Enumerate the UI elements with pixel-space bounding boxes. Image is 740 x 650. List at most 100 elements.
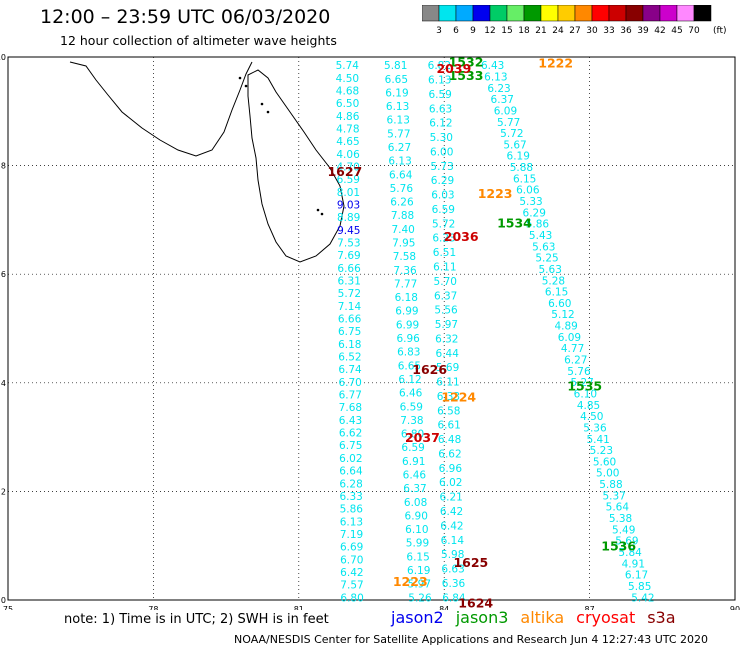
satellite-legend-item: s3a xyxy=(647,608,676,627)
wave-height-value: 6.12 xyxy=(429,118,452,130)
wave-height-value: 5.27 xyxy=(570,377,593,389)
wave-height-value: 6.33 xyxy=(437,391,460,403)
wave-height-value: 5.74 xyxy=(336,60,360,72)
wave-height-value: 6.33 xyxy=(339,491,362,503)
wave-height-value: 6.42 xyxy=(340,567,363,579)
wave-height-value: 6.19 xyxy=(407,565,430,577)
wave-height-value: 6.64 xyxy=(389,169,413,181)
wave-height-value: 6.60 xyxy=(548,298,571,310)
wave-height-value: 5.84 xyxy=(618,547,642,559)
wave-height-value: 6.66 xyxy=(337,263,361,275)
wave-height-value: 5.37 xyxy=(602,490,625,502)
wave-height-value: 4.68 xyxy=(336,85,359,97)
pass-time-label: 2039 xyxy=(436,61,471,76)
wave-height-value: 6.18 xyxy=(395,292,418,304)
wave-height-value: 6.77 xyxy=(339,390,362,402)
india-coastline xyxy=(69,61,253,157)
wave-height-value: 7.19 xyxy=(340,529,363,541)
wave-height-value: 6.15 xyxy=(406,551,429,563)
wave-height-value: 6.27 xyxy=(564,355,587,367)
pass-time-label: 1532 xyxy=(449,54,484,69)
wave-height-value: 5.64 xyxy=(606,502,630,514)
wave-height-value: 6.11 xyxy=(433,261,456,273)
pass-time-label: 1536 xyxy=(601,539,636,554)
colorbar-tick-label: 36 xyxy=(620,26,632,35)
wave-height-value: 5.36 xyxy=(583,422,607,434)
wave-height-value: 6.65 xyxy=(398,360,421,372)
pass-time-label: 1535 xyxy=(567,379,602,394)
wave-height-value: 6.32 xyxy=(435,333,458,345)
wave-height-value: 5.98 xyxy=(441,549,464,561)
wave-height-value: 5.23 xyxy=(590,445,613,457)
wave-height-value: 4.77 xyxy=(561,343,584,355)
wave-height-map: 75788184879002468105.744.504.686.504.864… xyxy=(0,53,740,610)
wave-height-value: 5.85 xyxy=(628,581,651,593)
wave-height-value: 6.43 xyxy=(481,60,504,72)
wave-height-value: 5.72 xyxy=(500,128,523,140)
wave-height-value: 6.06 xyxy=(516,185,540,197)
wave-height-value: 7.36 xyxy=(393,265,417,277)
wave-height-value: 6.48 xyxy=(438,434,461,446)
wave-height-value: 5.38 xyxy=(609,513,632,525)
satellite-legend-item: jason3 xyxy=(455,608,509,627)
wave-height-value: 5.81 xyxy=(384,60,407,72)
wave-height-value: 5.25 xyxy=(535,253,558,265)
wave-height-value: 5.72 xyxy=(432,218,455,230)
wave-height-value: 7.77 xyxy=(394,278,417,290)
wave-height-value: 7.58 xyxy=(393,251,416,263)
wave-height-value: 6.58 xyxy=(437,405,460,417)
pass-time-label: 1223 xyxy=(478,186,513,201)
lat-tick-label: 8 xyxy=(1,162,6,171)
wave-height-value: 6.10 xyxy=(405,524,428,536)
satellite-legend: jason2 jason3 altika cryosat s3a xyxy=(391,608,688,627)
wave-height-value: 7.69 xyxy=(337,250,360,262)
wave-height-value: 7.40 xyxy=(391,224,414,236)
colorbar-tick-label: 18 xyxy=(518,26,530,35)
wave-height-value: 6.84 xyxy=(442,592,466,604)
wave-height-value: 5.72 xyxy=(338,288,361,300)
wave-height-value: 6.83 xyxy=(397,347,420,359)
wave-height-value: 6.42 xyxy=(440,520,463,532)
footer-credit: NOAA/NESDIS Center for Satellite Applica… xyxy=(234,633,709,646)
colorbar-swatch xyxy=(693,5,712,22)
wave-height-value: 5.63 xyxy=(539,264,562,276)
wave-height-value: 6.99 xyxy=(395,306,418,318)
wave-height-value: 7.57 xyxy=(340,580,363,592)
sri-lanka-coastline xyxy=(247,69,345,263)
wave-height-value: 6.11 xyxy=(436,377,459,389)
wave-height-value: 6.13 xyxy=(340,516,363,528)
wave-height-value: 6.00 xyxy=(430,146,453,158)
wave-height-value: 6.26 xyxy=(390,197,414,209)
wave-height-value: 5.26 xyxy=(408,592,432,604)
wave-height-value: 6.37 xyxy=(491,94,514,106)
pass-time-label: 1627 xyxy=(327,164,362,179)
wave-height-value: 6.03 xyxy=(431,190,454,202)
wave-height-value: 5.00 xyxy=(596,468,619,480)
wave-height-value: 6.96 xyxy=(396,333,420,345)
pass-time-label: 1625 xyxy=(453,555,488,570)
lat-tick-label: 4 xyxy=(1,379,6,388)
wave-height-value: 6.74 xyxy=(338,364,362,376)
wave-height-value: 6.37 xyxy=(434,290,457,302)
wave-height-value: 6.29 xyxy=(431,175,454,187)
wave-height-value: 6.90 xyxy=(405,510,428,522)
island-dot xyxy=(238,76,242,80)
wave-height-value: 5.88 xyxy=(599,479,622,491)
wave-height-value: 6.70 xyxy=(340,554,363,566)
wave-height-value: 6.59 xyxy=(400,401,423,413)
wave-height-value: 8.01 xyxy=(337,187,360,199)
wave-height-value: 7.95 xyxy=(392,238,415,250)
wave-height-value: 7.68 xyxy=(339,402,362,414)
wave-height-value: 5.49 xyxy=(612,524,635,536)
colorbar-tick-label: 21 xyxy=(535,26,546,35)
wave-height-value: 6.75 xyxy=(338,326,361,338)
wave-height-value: 7.14 xyxy=(338,301,362,313)
wave-height-value: 6.91 xyxy=(402,456,425,468)
wave-height-value: 4.70 xyxy=(336,162,359,174)
wave-height-value: 6.18 xyxy=(338,339,361,351)
wave-height-value: 5.12 xyxy=(551,309,574,321)
wave-height-value: 6.63 xyxy=(441,564,464,576)
wave-height-value: 6.19 xyxy=(507,151,530,163)
pass-time-label: 1223 xyxy=(393,574,428,589)
colorbar-unit: (ft) xyxy=(713,26,727,35)
